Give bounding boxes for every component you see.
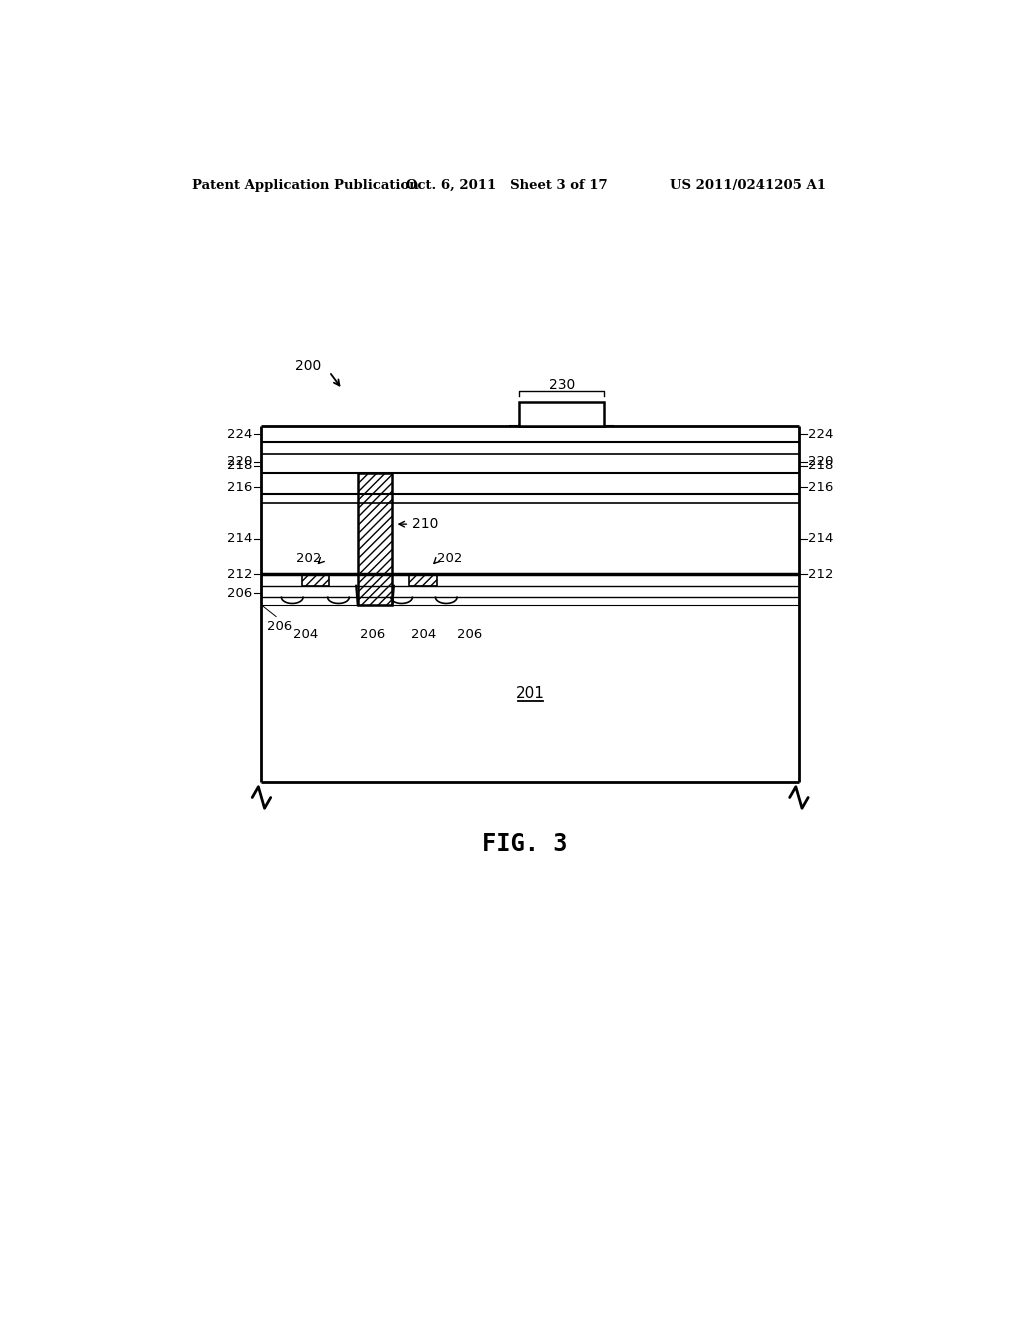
Text: 224: 224: [227, 428, 252, 441]
Text: 202: 202: [296, 552, 322, 565]
Bar: [519, 401, 604, 426]
Text: 206: 206: [360, 628, 386, 642]
Text: 212: 212: [808, 568, 834, 581]
Text: 224: 224: [808, 428, 834, 441]
Text: 206: 206: [227, 587, 252, 601]
Text: 201: 201: [516, 686, 545, 701]
Text: FIG. 3: FIG. 3: [482, 832, 567, 855]
Text: US 2011/0241205 A1: US 2011/0241205 A1: [670, 178, 825, 191]
Text: 200: 200: [295, 359, 322, 374]
Text: 206: 206: [457, 628, 482, 642]
Text: 214: 214: [227, 532, 252, 545]
Text: 220: 220: [808, 455, 834, 469]
Text: 202: 202: [437, 552, 463, 565]
Text: 218: 218: [808, 459, 834, 473]
Text: 220: 220: [227, 455, 252, 469]
Text: 216: 216: [227, 480, 252, 494]
Text: 204: 204: [411, 628, 436, 642]
Text: 212: 212: [226, 568, 252, 581]
Text: 230: 230: [549, 378, 574, 392]
Text: 206: 206: [267, 620, 292, 634]
Text: Patent Application Publication: Patent Application Publication: [193, 178, 419, 191]
Bar: [410, 574, 437, 586]
Text: 214: 214: [808, 532, 834, 545]
Text: 210: 210: [412, 517, 438, 531]
Bar: [357, 473, 392, 605]
Text: 218: 218: [227, 459, 252, 473]
Text: Oct. 6, 2011   Sheet 3 of 17: Oct. 6, 2011 Sheet 3 of 17: [407, 178, 608, 191]
Text: 204: 204: [294, 628, 318, 642]
Text: 216: 216: [808, 480, 834, 494]
Bar: [301, 574, 330, 586]
